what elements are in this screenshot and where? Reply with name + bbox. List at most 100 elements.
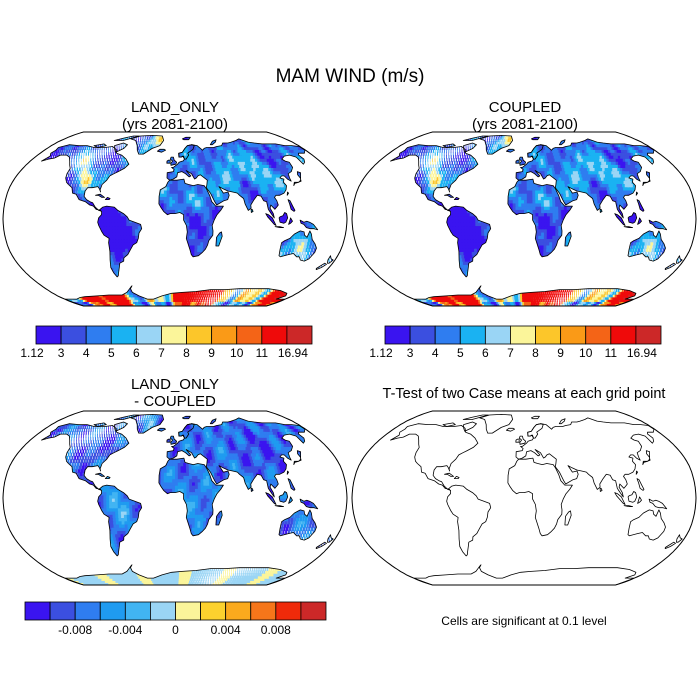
grid-cell [74, 176, 77, 181]
grid-cell [53, 152, 56, 156]
grid-cell [194, 301, 196, 304]
grid-cell [182, 164, 186, 168]
grid-cell [205, 193, 210, 197]
grid-cell [220, 161, 225, 165]
grid-cell [112, 254, 117, 259]
grid-cell [170, 157, 174, 159]
grid-cell [134, 222, 139, 227]
grid-cell [209, 231, 213, 236]
grid-cell [203, 206, 208, 210]
grid-cell [73, 173, 75, 178]
grid-cell [262, 170, 268, 175]
grid-cell [100, 170, 103, 175]
grid-cell [233, 176, 238, 181]
grid-cell [186, 238, 190, 243]
grid-cell [72, 189, 75, 194]
grid-cell [109, 215, 113, 220]
grid-cell [301, 257, 303, 262]
grid-cell [290, 251, 293, 256]
grid-cell [260, 186, 265, 191]
grid-cell [122, 138, 125, 141]
grid-cell [81, 167, 84, 172]
grid-cell [78, 146, 80, 150]
grid-cell [123, 164, 126, 168]
grid-cell [223, 170, 228, 175]
grid-cell [228, 176, 233, 181]
grid-cell [290, 241, 293, 246]
grid-cell [294, 235, 298, 240]
grid-cell [83, 152, 85, 156]
grid-cell [235, 296, 238, 300]
grid-cell [139, 146, 142, 150]
grid-cell [304, 257, 306, 262]
grid-cell [244, 294, 246, 298]
grid-cell [247, 180, 252, 184]
grid-cell [203, 196, 207, 201]
grid-cell [152, 138, 155, 142]
grid-cell [210, 301, 211, 304]
grid-cell [240, 158, 246, 162]
grid-cell [189, 241, 193, 246]
grid-cell [149, 135, 152, 138]
grid-cell [180, 193, 185, 197]
grid-cell [191, 155, 195, 159]
grid-cell [206, 212, 210, 217]
grid-cell [254, 176, 259, 181]
grid-cell [249, 170, 254, 175]
grid-cell [112, 209, 116, 214]
grid-cell [162, 301, 166, 304]
grid-cell [200, 149, 205, 153]
grid-cell [181, 152, 185, 156]
grid-cell [203, 231, 207, 236]
grid-cell [197, 152, 201, 156]
grid-cell [105, 161, 107, 165]
grid-cell [308, 231, 312, 236]
grid-cell [209, 164, 214, 168]
grid-cell [268, 199, 273, 204]
grid-cell [163, 186, 168, 191]
grid-cell [108, 164, 111, 168]
grid-cell [106, 209, 110, 214]
grid-cell [239, 164, 244, 168]
grid-cell [227, 299, 229, 302]
grid-cell [176, 303, 179, 306]
grid-cell [197, 238, 201, 243]
grid-cell [119, 248, 124, 252]
grid-cell [256, 294, 258, 298]
grid-cell [82, 170, 85, 175]
grid-cell [259, 296, 263, 300]
grid-cell [106, 146, 107, 150]
grid-cell [186, 193, 190, 197]
grid-cell [85, 183, 88, 188]
grid-cell [91, 167, 94, 172]
grid-cell [138, 138, 139, 142]
grid-cell [121, 241, 126, 246]
grid-cell [177, 294, 180, 298]
grid-cell [257, 176, 262, 181]
grid-cell [98, 183, 102, 188]
grid-cell [83, 173, 86, 178]
grid-cell [250, 196, 255, 201]
grid-cell [188, 186, 193, 191]
grid-cell [113, 261, 119, 265]
grid-cell [106, 155, 108, 159]
grid-cell [115, 254, 120, 259]
grid-cell [95, 146, 97, 150]
grid-cell [267, 170, 273, 175]
grid-cell [87, 176, 90, 181]
grid-cell [83, 158, 84, 162]
grid-cell [98, 164, 100, 168]
grid-cell [176, 304, 179, 306]
grid-cell [198, 296, 200, 300]
grid-cell [147, 146, 150, 150]
grid-cell [71, 183, 74, 188]
grid-cell [177, 183, 182, 188]
grid-cell [153, 135, 155, 138]
grid-cell [111, 215, 116, 220]
grid-cell [331, 257, 333, 262]
grid-cell [210, 152, 215, 156]
grid-cell [118, 235, 122, 240]
grid-cell [150, 146, 152, 150]
grid-cell [190, 296, 193, 300]
grid-cell [286, 244, 290, 249]
